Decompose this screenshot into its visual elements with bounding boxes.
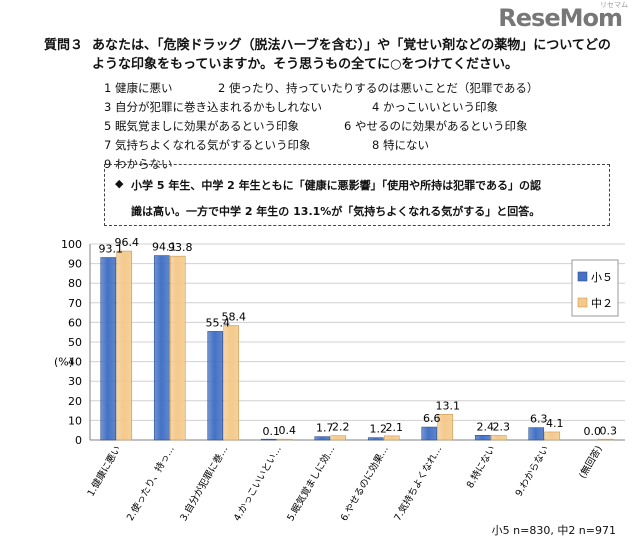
bar-2-9 xyxy=(544,431,561,441)
question-text: あなたは、「危険ドラッグ（脱法ハーブを含む）」や「覚せい剤などの薬物」についてど… xyxy=(92,38,611,72)
option-5: 5 眠気覚ましに効果があるという印象 xyxy=(104,119,299,133)
y-tick-label: 60 xyxy=(68,316,82,329)
data-label: 13.1 xyxy=(436,399,461,412)
y-tick-label: 70 xyxy=(68,297,82,310)
data-label: 6.3 xyxy=(530,413,548,426)
category-label: 4.かっこいいとい… xyxy=(232,444,284,523)
legend-swatch xyxy=(577,271,588,282)
bar-1-9 xyxy=(528,427,545,441)
note-bullet: ◆ xyxy=(115,177,124,190)
bar-2-4 xyxy=(276,438,293,441)
data-label: 0.3 xyxy=(600,424,618,437)
data-label: 6.6 xyxy=(423,412,441,425)
data-label: 93.8 xyxy=(168,241,193,254)
category-labels: 1.健康に悪い 2.使ったり、持っ… 3.自分が犯罪に巻… 4.かっこいいとい… 5.眠… xyxy=(85,444,605,524)
data-label: 93.1 xyxy=(99,243,124,256)
category-label: 6.やせるのに効果… xyxy=(338,444,391,524)
y-tick-label: 30 xyxy=(68,375,82,388)
option-1: 1 健康に悪い xyxy=(104,81,173,95)
data-label: 94.1 xyxy=(152,241,177,254)
data-label: 2.4 xyxy=(477,420,495,433)
bar-2-8 xyxy=(490,435,507,441)
option-8: 8 特にない xyxy=(372,138,429,152)
option-4: 4 かっこいいという印象 xyxy=(372,100,498,114)
y-tick-label: 80 xyxy=(68,277,82,290)
summary-note: ◆ 小学 5 年生、中学 2 年生ともに「健康に悪影響」「使用や所持は犯罪である… xyxy=(104,164,610,226)
data-label: 1.2 xyxy=(370,423,388,436)
question-number: 質問３ xyxy=(44,38,84,53)
option-3: 3 自分が犯罪に巻き込まれるかもしれない xyxy=(104,100,322,114)
data-label: 1.7 xyxy=(316,422,334,435)
y-tick-label: 90 xyxy=(68,258,82,271)
data-label: 0.0 xyxy=(584,425,602,438)
bar-1-2 xyxy=(153,255,170,441)
bar-1-7 xyxy=(421,426,438,441)
category-label: 5.眠気覚ましに効… xyxy=(284,444,337,524)
legend-swatch xyxy=(577,297,588,308)
category-label: 3.自分が犯罪に巻… xyxy=(177,444,230,524)
data-label: 0.4 xyxy=(279,424,297,437)
category-label: (無回答) xyxy=(576,444,604,481)
y-tick-label: 40 xyxy=(68,356,82,369)
data-label: 4.1 xyxy=(546,417,564,430)
data-label: 2.2 xyxy=(332,421,350,434)
data-labels: 93.196.4 94.193.855.458.40.10.4 1.72.2 1.22… xyxy=(99,236,618,438)
y-tick-label: 50 xyxy=(68,336,82,349)
y-tick-label: 20 xyxy=(68,395,82,408)
category-label: 7.気持ちよくなれ… xyxy=(391,444,444,524)
bar-2-2 xyxy=(169,255,186,441)
bar-1-5 xyxy=(314,436,331,441)
data-label: 2.1 xyxy=(386,421,404,434)
y-axis: 0 10 20 30 40 50 60 70 80 90 100 xyxy=(61,238,625,447)
logo-text: ReseMom xyxy=(498,4,623,32)
option-7: 7 気持ちよくなれる気がするという印象 xyxy=(104,138,311,152)
option-6: 6 やせるのに効果があるという印象 xyxy=(344,119,528,133)
note-line-2: 識は高い。一方で中学 2 年生の 13.1%が「気持ちよくなれる気がする」と回答… xyxy=(131,205,541,218)
option-2: 2 使ったり、持っていたりするのは悪いことだ（犯罪である） xyxy=(218,81,539,95)
category-label: 2.使ったり、持っ… xyxy=(124,444,177,523)
bars xyxy=(100,250,614,441)
category-label: 8.特にない xyxy=(464,444,498,491)
bar-1-8 xyxy=(474,434,491,441)
bar-2-5 xyxy=(330,435,347,441)
note-line-1: 小学 5 年生、中学 2 年生ともに「健康に悪影響」「使用や所持は犯罪である」の… xyxy=(131,179,542,192)
category-label: 9.わからない xyxy=(514,444,552,498)
data-label: 2.3 xyxy=(493,420,511,433)
bar-1-4 xyxy=(260,438,277,441)
data-label: 58.4 xyxy=(222,311,247,324)
bar-2-1 xyxy=(116,250,133,441)
legend-label: 中２ xyxy=(591,297,613,310)
logo-subtext: リセマム xyxy=(600,1,628,9)
bar-1-1 xyxy=(100,257,117,441)
data-label: 0.1 xyxy=(263,425,281,438)
bar-2-7 xyxy=(437,414,454,441)
legend-label: 小５ xyxy=(591,271,613,284)
sample-size-note: 小5 n=830, 中2 n=971 xyxy=(491,524,616,537)
bar-1-6 xyxy=(367,437,384,441)
y-axis-label: (%) xyxy=(54,356,73,369)
data-label: 96.4 xyxy=(115,236,140,249)
bar-2-3 xyxy=(223,325,240,441)
legend-box xyxy=(571,259,619,317)
legend: 小５ 中２ xyxy=(571,259,619,317)
y-tick-label: 100 xyxy=(61,238,82,251)
y-tick-label: 0 xyxy=(75,434,82,447)
category-label: 1.健康に悪い xyxy=(85,444,124,499)
data-label: 55.4 xyxy=(206,316,231,329)
y-tick-label: 10 xyxy=(68,414,82,427)
bar-2-6 xyxy=(383,435,400,441)
bar-2-10 xyxy=(597,438,614,441)
bar-1-3 xyxy=(207,331,224,441)
